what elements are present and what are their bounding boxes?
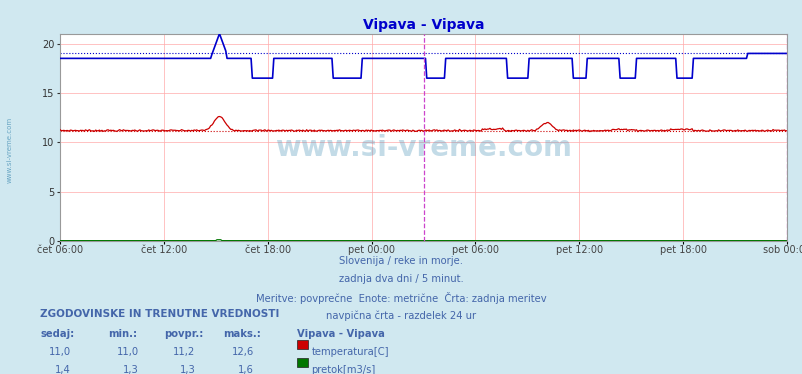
- Text: www.si-vreme.com: www.si-vreme.com: [6, 117, 13, 183]
- Text: povpr.:: povpr.:: [164, 329, 204, 339]
- Text: min.:: min.:: [108, 329, 137, 339]
- Text: Vipava - Vipava: Vipava - Vipava: [297, 329, 384, 339]
- Text: 11,0: 11,0: [48, 347, 71, 357]
- Text: temperatura[C]: temperatura[C]: [311, 347, 389, 357]
- Text: ZGODOVINSKE IN TRENUTNE VREDNOSTI: ZGODOVINSKE IN TRENUTNE VREDNOSTI: [40, 309, 279, 319]
- Text: Slovenija / reke in morje.: Slovenija / reke in morje.: [339, 256, 463, 266]
- Text: 1,6: 1,6: [237, 365, 253, 374]
- Text: sedaj:: sedaj:: [40, 329, 75, 339]
- Text: zadnja dva dni / 5 minut.: zadnja dva dni / 5 minut.: [338, 274, 464, 284]
- Text: 11,0: 11,0: [116, 347, 139, 357]
- Text: maks.:: maks.:: [223, 329, 261, 339]
- Title: Vipava - Vipava: Vipava - Vipava: [363, 18, 484, 33]
- Text: 12,6: 12,6: [231, 347, 253, 357]
- Text: navpična črta - razdelek 24 ur: navpična črta - razdelek 24 ur: [326, 310, 476, 321]
- Text: 11,2: 11,2: [172, 347, 195, 357]
- Text: 1,3: 1,3: [123, 365, 139, 374]
- Text: pretok[m3/s]: pretok[m3/s]: [311, 365, 375, 374]
- Text: 1,3: 1,3: [179, 365, 195, 374]
- Text: Meritve: povprečne  Enote: metrične  Črta: zadnja meritev: Meritve: povprečne Enote: metrične Črta:…: [256, 292, 546, 304]
- Text: 1,4: 1,4: [55, 365, 71, 374]
- Text: www.si-vreme.com: www.si-vreme.com: [275, 134, 571, 162]
